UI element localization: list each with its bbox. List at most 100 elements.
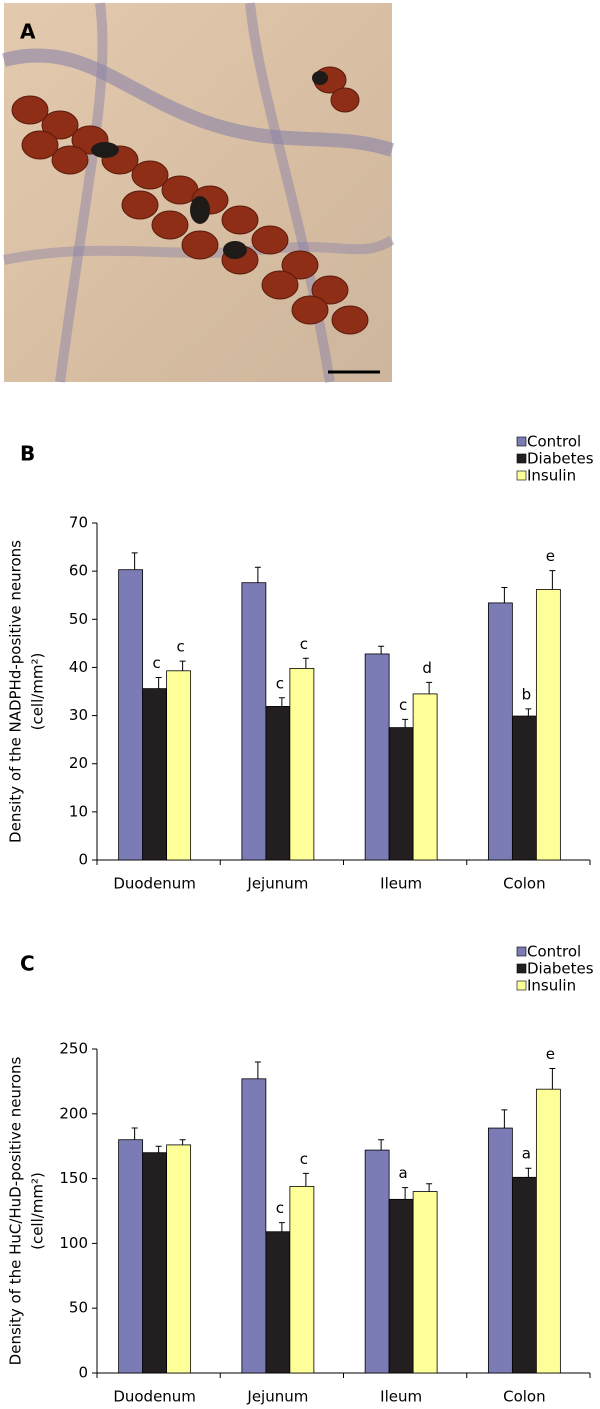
- panel-label: C: [20, 952, 35, 976]
- x-tick-label: Colon: [503, 1388, 546, 1406]
- significance-label: a: [522, 1145, 531, 1163]
- y-tick-label: 50: [69, 1299, 88, 1317]
- legend-swatch: [517, 454, 526, 463]
- error-bar: [156, 678, 162, 689]
- bar: [413, 694, 437, 860]
- error-bar: [402, 1188, 408, 1200]
- legend-swatch: [517, 981, 526, 990]
- bar: [536, 589, 560, 860]
- error-bar: [378, 1140, 384, 1150]
- bar: [488, 603, 512, 860]
- legend-swatch: [517, 964, 526, 973]
- bar: [167, 1145, 191, 1373]
- y-axis-label: Density of the HuC/HuD-positive neurons: [7, 1056, 25, 1365]
- x-tick-label: Jejunum: [246, 875, 308, 893]
- y-tick-label: 250: [59, 1040, 88, 1058]
- y-axis-label: (cell/mm²): [29, 653, 47, 731]
- significance-label: c: [276, 674, 284, 692]
- bar: [143, 689, 167, 860]
- significance-label: c: [300, 635, 308, 653]
- panel-label: B: [20, 442, 35, 466]
- error-bar: [549, 1068, 555, 1089]
- error-bar: [549, 571, 555, 590]
- y-tick-label: 60: [69, 562, 88, 580]
- error-bar: [132, 553, 138, 570]
- legend-swatch: [517, 471, 526, 480]
- micrograph: [4, 3, 392, 382]
- error-bar: [279, 698, 285, 707]
- y-tick-label: 200: [59, 1104, 88, 1122]
- bar: [536, 1089, 560, 1373]
- y-tick-label: 0: [78, 851, 88, 869]
- x-tick-label: Ileum: [380, 1388, 422, 1406]
- error-bar: [132, 1128, 138, 1140]
- significance-label: a: [399, 1164, 408, 1182]
- panel-label: A: [20, 20, 36, 44]
- bar: [290, 668, 314, 860]
- error-bar: [378, 646, 384, 654]
- significance-label: c: [153, 654, 161, 672]
- y-tick-label: 10: [69, 802, 88, 820]
- y-tick-label: 50: [69, 610, 88, 628]
- y-tick-label: 0: [78, 1364, 88, 1382]
- legend-label: Control: [527, 433, 581, 451]
- error-bar: [180, 1140, 186, 1145]
- bar: [266, 706, 290, 860]
- error-bar: [279, 1223, 285, 1232]
- error-bar: [501, 588, 507, 603]
- bar: [512, 716, 536, 860]
- error-bar: [180, 661, 186, 671]
- page: A B C 010203040506070Density of the NADP…: [0, 0, 600, 1409]
- significance-label: c: [399, 696, 407, 714]
- bar: [389, 728, 413, 860]
- y-tick-label: 40: [69, 658, 88, 676]
- legend-label: Diabetes: [527, 450, 594, 468]
- bar: [242, 1079, 266, 1373]
- legend-label: Diabetes: [527, 960, 594, 978]
- y-axis-label: (cell/mm²): [29, 1172, 47, 1250]
- y-tick-label: 100: [59, 1234, 88, 1252]
- error-bar: [255, 567, 261, 582]
- bar: [290, 1186, 314, 1373]
- bar: [119, 570, 143, 860]
- y-axis-label: Density of the NADPHd-positive neurons: [7, 540, 25, 843]
- error-bar: [156, 1146, 162, 1152]
- bar: [512, 1177, 536, 1373]
- x-tick-label: Colon: [503, 875, 546, 893]
- error-bar: [255, 1062, 261, 1079]
- bar: [143, 1153, 167, 1373]
- error-bar: [402, 719, 408, 727]
- x-tick-label: Duodenum: [113, 875, 196, 893]
- significance-label: c: [276, 1199, 284, 1217]
- bar: [488, 1128, 512, 1373]
- bar: [389, 1199, 413, 1373]
- error-bar: [525, 1168, 531, 1177]
- y-tick-label: 30: [69, 706, 88, 724]
- significance-label: c: [300, 1150, 308, 1168]
- error-bar: [303, 658, 309, 668]
- x-tick-label: Ileum: [380, 875, 422, 893]
- significance-label: c: [177, 638, 185, 656]
- bar: [119, 1140, 143, 1373]
- significance-label: b: [522, 685, 532, 703]
- error-bar: [525, 709, 531, 716]
- error-bar: [303, 1173, 309, 1186]
- legend-swatch: [517, 947, 526, 956]
- bar: [365, 1150, 389, 1373]
- error-bar: [426, 682, 432, 694]
- error-bar: [426, 1184, 432, 1192]
- legend-label: Insulin: [527, 467, 576, 485]
- bar: [242, 583, 266, 860]
- bar: [167, 671, 191, 860]
- bar: [266, 1232, 290, 1373]
- significance-label: e: [546, 547, 555, 565]
- error-bar: [501, 1110, 507, 1128]
- legend-swatch: [517, 437, 526, 446]
- legend-label: Control: [527, 943, 581, 961]
- bar: [365, 654, 389, 860]
- legend-label: Insulin: [527, 977, 576, 995]
- bar: [413, 1192, 437, 1373]
- figure: A B C 010203040506070Density of the NADP…: [0, 0, 600, 1409]
- significance-label: e: [546, 1045, 555, 1063]
- x-tick-label: Duodenum: [113, 1388, 196, 1406]
